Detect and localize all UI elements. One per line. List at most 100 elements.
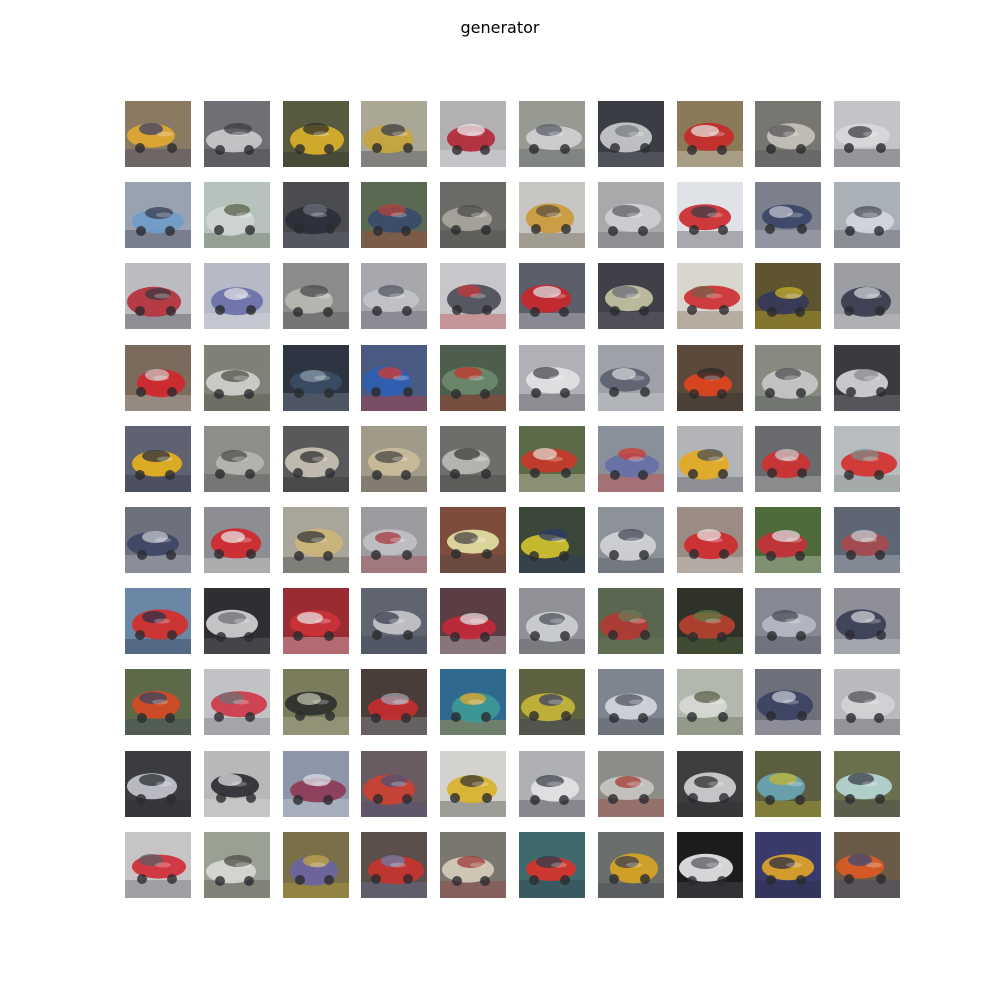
generated-car-sample	[125, 832, 191, 898]
generated-car-sample	[125, 751, 191, 817]
car-sample-image	[519, 507, 585, 573]
generated-car-sample	[677, 101, 743, 167]
car-sample-image	[125, 507, 191, 573]
generated-sample-grid	[125, 101, 901, 899]
generated-car-sample	[755, 101, 821, 167]
car-sample-image	[283, 345, 349, 411]
generated-car-sample	[361, 832, 427, 898]
generated-car-sample	[283, 832, 349, 898]
generated-car-sample	[834, 101, 900, 167]
car-sample-image	[519, 182, 585, 248]
generated-car-sample	[834, 426, 900, 492]
car-sample-image	[834, 182, 900, 248]
generated-car-sample	[519, 101, 585, 167]
generated-car-sample	[440, 751, 506, 817]
car-sample-image	[677, 182, 743, 248]
generated-car-sample	[204, 669, 270, 735]
car-sample-image	[598, 507, 664, 573]
generated-car-sample	[125, 101, 191, 167]
car-sample-image	[755, 182, 821, 248]
car-sample-image	[125, 345, 191, 411]
car-sample-image	[677, 832, 743, 898]
generated-car-sample	[598, 182, 664, 248]
generated-car-sample	[283, 507, 349, 573]
car-sample-image	[361, 507, 427, 573]
generated-car-sample	[204, 507, 270, 573]
car-sample-image	[755, 345, 821, 411]
generated-car-sample	[204, 263, 270, 329]
generated-car-sample	[361, 751, 427, 817]
generated-car-sample	[361, 588, 427, 654]
generated-car-sample	[598, 832, 664, 898]
generated-car-sample	[440, 426, 506, 492]
generated-car-sample	[519, 588, 585, 654]
generated-car-sample	[755, 588, 821, 654]
car-sample-image	[204, 751, 270, 817]
car-sample-image	[361, 345, 427, 411]
car-sample-image	[283, 669, 349, 735]
generated-car-sample	[677, 182, 743, 248]
generated-car-sample	[361, 101, 427, 167]
car-sample-image	[834, 263, 900, 329]
generated-car-sample	[834, 263, 900, 329]
car-sample-image	[598, 669, 664, 735]
car-sample-image	[440, 101, 506, 167]
figure-title: generator	[460, 18, 540, 37]
generated-car-sample	[677, 751, 743, 817]
generated-car-sample	[677, 669, 743, 735]
generated-car-sample	[677, 588, 743, 654]
generated-car-sample	[598, 588, 664, 654]
generated-car-sample	[125, 588, 191, 654]
car-sample-image	[361, 426, 427, 492]
generated-car-sample	[283, 751, 349, 817]
car-sample-image	[283, 263, 349, 329]
car-sample-image	[755, 101, 821, 167]
car-sample-image	[440, 751, 506, 817]
generated-car-sample	[755, 832, 821, 898]
car-sample-image	[204, 426, 270, 492]
generated-car-sample	[519, 507, 585, 573]
car-sample-image	[598, 751, 664, 817]
generated-car-sample	[834, 345, 900, 411]
generated-car-sample	[204, 182, 270, 248]
generated-car-sample	[598, 669, 664, 735]
generated-car-sample	[677, 507, 743, 573]
car-sample-image	[519, 832, 585, 898]
car-sample-image	[755, 426, 821, 492]
generated-car-sample	[440, 832, 506, 898]
generated-car-sample	[361, 507, 427, 573]
generated-car-sample	[519, 426, 585, 492]
car-sample-image	[519, 101, 585, 167]
car-sample-image	[440, 588, 506, 654]
car-sample-image	[519, 669, 585, 735]
car-sample-image	[755, 669, 821, 735]
generated-car-sample	[677, 263, 743, 329]
car-sample-image	[598, 345, 664, 411]
car-sample-image	[755, 751, 821, 817]
generated-car-sample	[283, 345, 349, 411]
generated-car-sample	[283, 669, 349, 735]
car-sample-image	[361, 101, 427, 167]
car-sample-image	[834, 588, 900, 654]
car-sample-image	[440, 182, 506, 248]
generated-car-sample	[283, 182, 349, 248]
generated-car-sample	[755, 669, 821, 735]
car-sample-image	[440, 426, 506, 492]
generated-car-sample	[361, 345, 427, 411]
car-sample-image	[125, 588, 191, 654]
generated-car-sample	[125, 426, 191, 492]
generated-car-sample	[834, 588, 900, 654]
generated-car-sample	[834, 751, 900, 817]
car-sample-image	[361, 832, 427, 898]
generated-car-sample	[677, 426, 743, 492]
generated-car-sample	[519, 751, 585, 817]
car-sample-image	[519, 345, 585, 411]
car-sample-image	[677, 345, 743, 411]
car-sample-image	[519, 426, 585, 492]
car-sample-image	[834, 669, 900, 735]
car-sample-image	[677, 101, 743, 167]
car-sample-image	[204, 588, 270, 654]
car-sample-image	[283, 101, 349, 167]
car-sample-image	[361, 263, 427, 329]
generated-car-sample	[361, 426, 427, 492]
